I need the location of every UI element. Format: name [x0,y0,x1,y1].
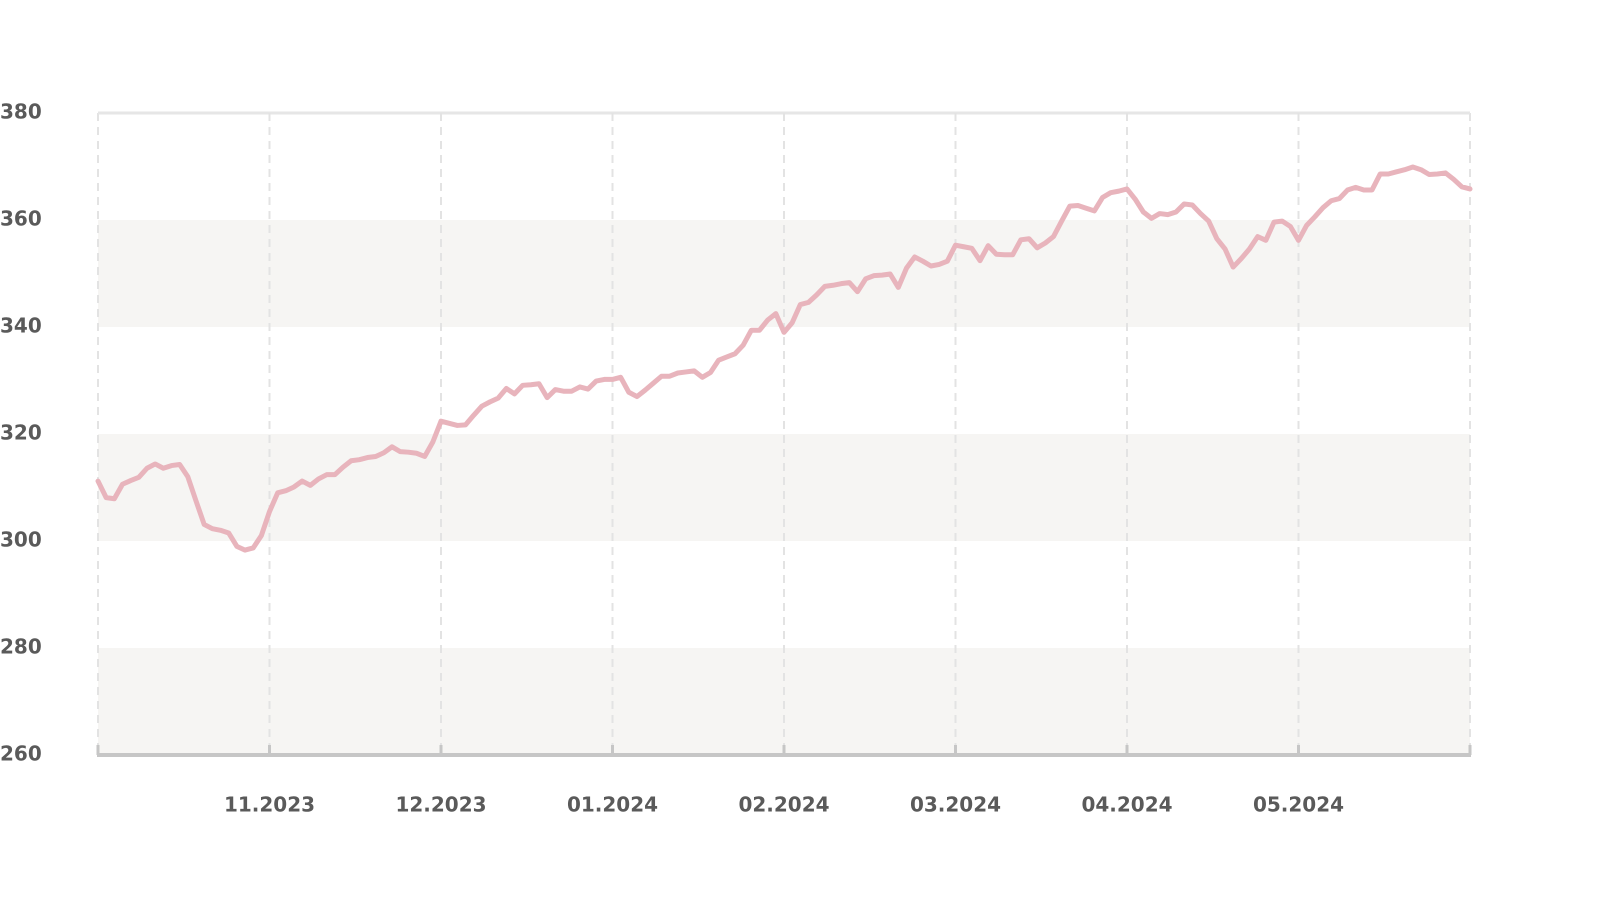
x-tick-label: 11.2023 [224,793,315,817]
y-tick-label: 280 [0,635,42,659]
y-tick-label: 360 [0,207,42,231]
y-tick-label: 380 [0,100,42,124]
x-tick-label: 02.2024 [738,793,829,817]
x-tick-label: 12.2023 [395,793,486,817]
x-tick-label: 04.2024 [1081,793,1172,817]
y-tick-label: 300 [0,528,42,552]
y-tick-label: 320 [0,421,42,445]
x-tick-label: 05.2024 [1253,793,1344,817]
x-tick-label: 01.2024 [567,793,658,817]
data-line [95,164,1473,553]
x-tick-label: 03.2024 [910,793,1001,817]
y-tick-label: 340 [0,314,42,338]
y-tick-label: 260 [0,742,42,766]
